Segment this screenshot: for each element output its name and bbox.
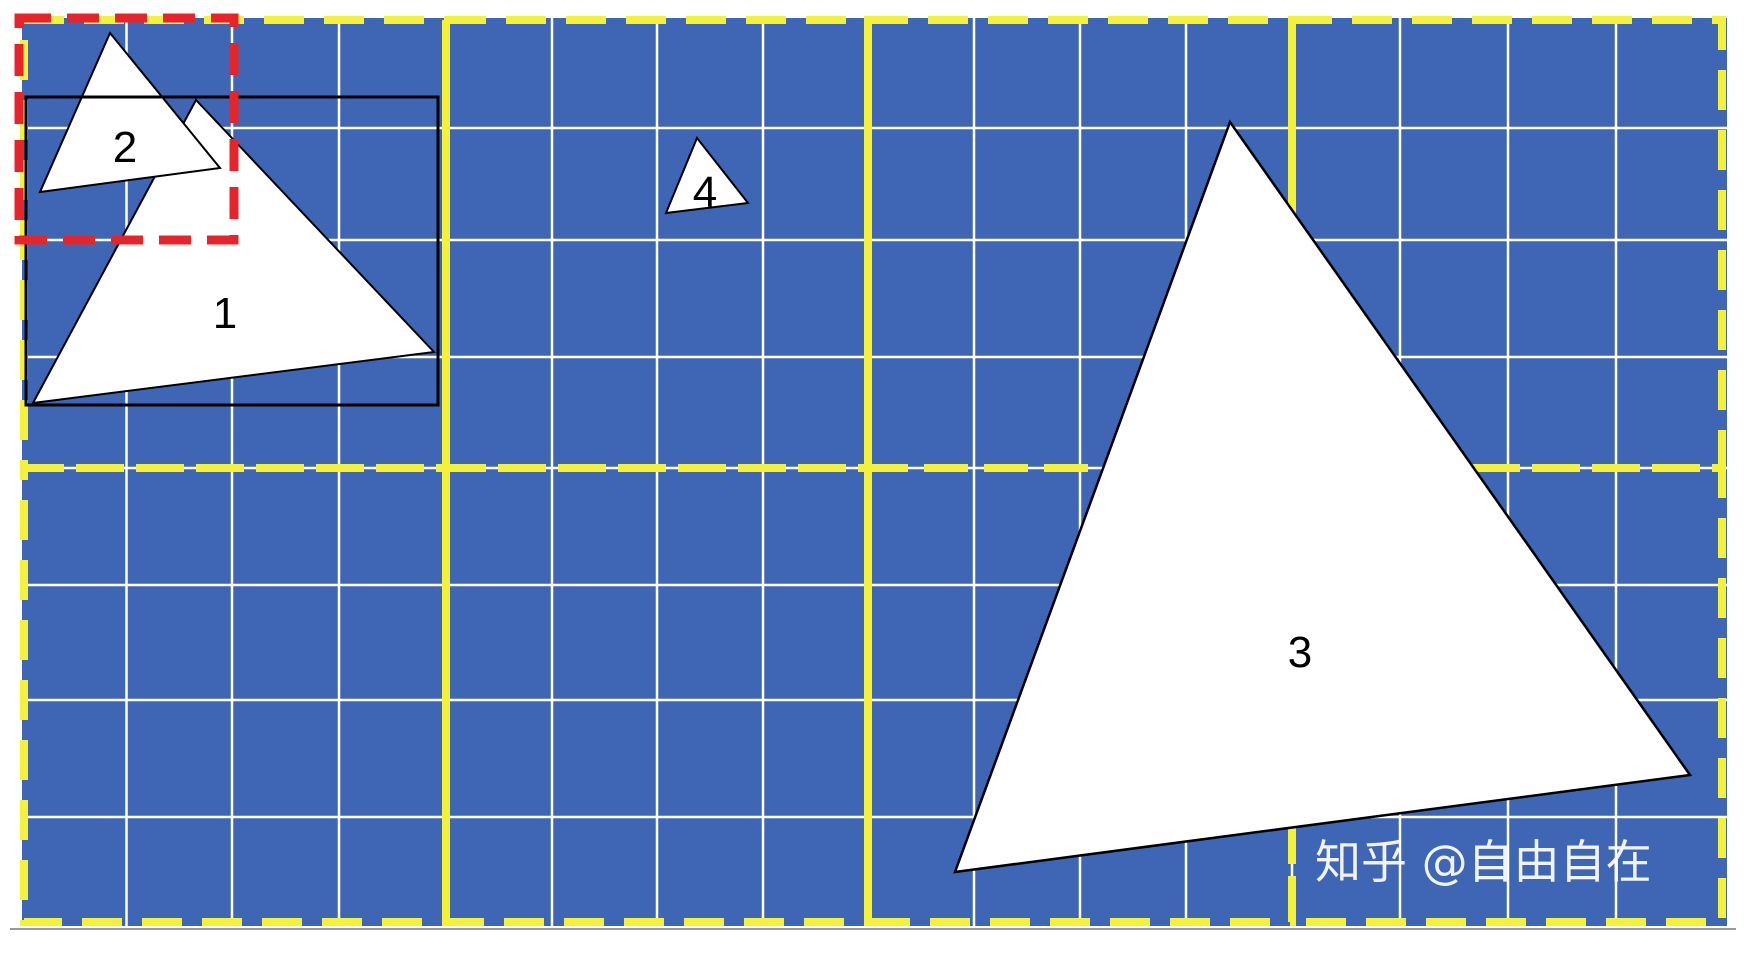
triangle-2-label: 2 [113, 123, 137, 172]
triangle-3 [953, 119, 1693, 874]
triangle-4-label: 4 [693, 168, 717, 217]
tile-borders [20, 16, 1726, 926]
triangle-1 [31, 98, 437, 405]
tile-border-row2-col1 [20, 464, 450, 926]
triangle-1-label: 1 [213, 289, 237, 338]
triangle-4 [664, 136, 750, 215]
watermark-text: 知乎 @自由自在 [1315, 835, 1652, 889]
tile-border-row2-col2 [442, 464, 872, 926]
triangle-3-label: 3 [1288, 628, 1312, 677]
triangle-2-highlight-box [14, 13, 239, 245]
triangle-2 [38, 31, 222, 194]
tile-border-row2-col4 [1288, 464, 1726, 926]
tile-border-row2-col3 [864, 464, 1296, 926]
